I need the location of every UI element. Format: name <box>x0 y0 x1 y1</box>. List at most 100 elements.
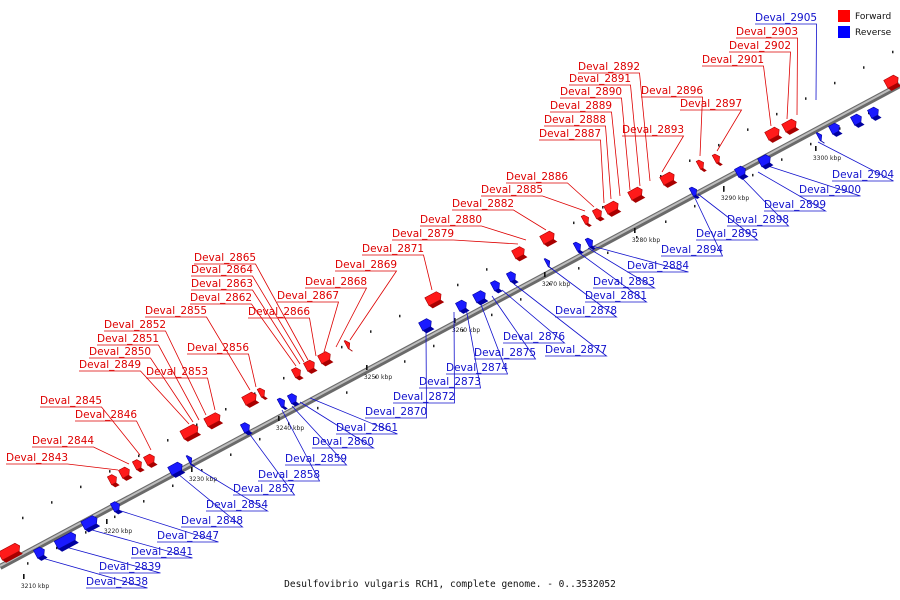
track-dot <box>80 485 82 489</box>
forward-gene-label: Deval_2862 <box>190 292 252 304</box>
forward-gene-label: Deval_2882 <box>452 198 514 210</box>
reverse-gene-label: Deval_2898 <box>727 214 789 226</box>
forward-gene-label: Deval_2846 <box>75 409 137 421</box>
reverse-gene <box>276 397 288 410</box>
forward-gene-label: Deval_2903 <box>736 26 798 38</box>
forward-gene <box>317 351 334 367</box>
tick-mark <box>278 416 280 421</box>
track-dot <box>573 221 575 225</box>
forward-leader-line <box>729 51 791 120</box>
tick-label: 3220 kbp <box>104 528 132 535</box>
reverse-leader-line <box>61 545 161 574</box>
reverse-leader-line <box>419 307 481 389</box>
forward-gene-label: Deval_2852 <box>104 319 166 331</box>
track-dot <box>810 142 812 146</box>
reverse-gene-label: Deval_2854 <box>206 499 268 511</box>
forward-gene-label: Deval_2879 <box>392 228 454 240</box>
forward-leader-line <box>560 97 631 191</box>
reverse-leader-line <box>587 247 656 289</box>
forward-gene <box>143 453 158 468</box>
forward-leader-line <box>550 111 621 197</box>
legend: Forward Reverse <box>838 10 892 38</box>
forward-gene-label: Deval_2880 <box>420 214 482 226</box>
reverse-gene <box>828 122 843 137</box>
tick-label: 3280 kbp <box>632 237 660 244</box>
forward-leader-line <box>481 195 586 212</box>
forward-gene <box>659 171 678 188</box>
reverse-gene-label: Deval_2884 <box>627 260 689 272</box>
reverse-gene-label: Deval_2861 <box>336 422 398 434</box>
track-dot <box>51 501 53 504</box>
forward-leader-line <box>6 463 119 471</box>
reverse-gene-label: Deval_2881 <box>585 290 647 302</box>
reverse-leader-line <box>446 301 509 375</box>
track-dot <box>167 439 169 442</box>
forward-gene-label: Deval_2855 <box>145 305 207 317</box>
forward-leader-line <box>702 65 772 127</box>
forward-gene-label: Deval_2869 <box>335 259 397 271</box>
reverse-gene <box>33 546 48 561</box>
forward-gene <box>781 118 800 135</box>
forward-leader-line <box>89 357 194 423</box>
track-dot <box>752 173 754 177</box>
forward-leader-line <box>190 303 297 367</box>
reverse-gene <box>167 461 186 478</box>
forward-gene-label: Deval_2902 <box>729 40 791 52</box>
forward-leader-line <box>544 125 612 200</box>
tick-label: 3250 kbp <box>364 374 392 381</box>
genome-axis <box>0 82 900 570</box>
legend-forward-swatch <box>838 10 850 22</box>
forward-gene <box>303 359 318 374</box>
track-dot <box>747 128 749 131</box>
forward-gene-label: Deval_2886 <box>506 171 568 183</box>
reverse-gene-label: Deval_2899 <box>764 199 826 211</box>
reverse-leader-line <box>513 283 608 357</box>
forward-leader-line <box>79 370 190 425</box>
reverse-gene <box>418 318 435 334</box>
track-dot <box>694 204 696 208</box>
reverse-leader-line <box>299 401 375 449</box>
tick-mark <box>815 146 817 151</box>
reverse-gene <box>239 422 253 436</box>
forward-leader-line <box>305 287 368 348</box>
forward-gene-label: Deval_2896 <box>641 85 703 97</box>
reverse-gene-label: Deval_2872 <box>393 391 455 403</box>
track-dot <box>578 267 580 270</box>
reverse-leader-line <box>577 251 648 303</box>
track-dot <box>172 484 174 488</box>
track-dot <box>288 422 290 425</box>
reverse-leader-line <box>189 463 269 512</box>
forward-gene-label: Deval_2887 <box>539 128 601 140</box>
reverse-leader-line <box>233 431 296 496</box>
forward-gene <box>131 459 145 473</box>
forward-gene <box>256 387 268 400</box>
gene-labels: Deval_2843 Deval_2844 Deval_2845 Deval_2846… <box>6 12 894 588</box>
track-dot <box>839 127 841 130</box>
reverse-leader-line <box>757 171 827 212</box>
reverse-gene <box>572 241 584 254</box>
tick-mark <box>23 574 25 579</box>
forward-gene <box>241 391 260 408</box>
track-dot <box>776 112 778 116</box>
track-dot <box>602 206 604 209</box>
track-dot <box>636 236 638 239</box>
reverse-gene-label: Deval_2894 <box>661 244 723 256</box>
forward-gene-label: Deval_2850 <box>89 346 151 358</box>
reverse-gene <box>584 237 596 250</box>
track-dot <box>718 143 720 147</box>
track-dot <box>114 515 116 519</box>
track-dot <box>660 175 662 178</box>
forward-gene-label: Deval_2845 <box>40 395 102 407</box>
tick-label: 3290 kbp <box>721 195 749 202</box>
tick-mark <box>191 467 193 472</box>
forward-gene <box>711 153 723 166</box>
forward-leader-line <box>40 406 141 456</box>
forward-leader-line <box>641 96 703 157</box>
forward-leader-line <box>335 270 398 341</box>
reverse-gene-label: Deval_2848 <box>181 515 243 527</box>
reverse-gene <box>734 165 749 180</box>
forward-leader-line <box>191 275 305 363</box>
reverse-gene-label: Deval_2857 <box>233 483 295 495</box>
tick-mark <box>106 519 108 524</box>
